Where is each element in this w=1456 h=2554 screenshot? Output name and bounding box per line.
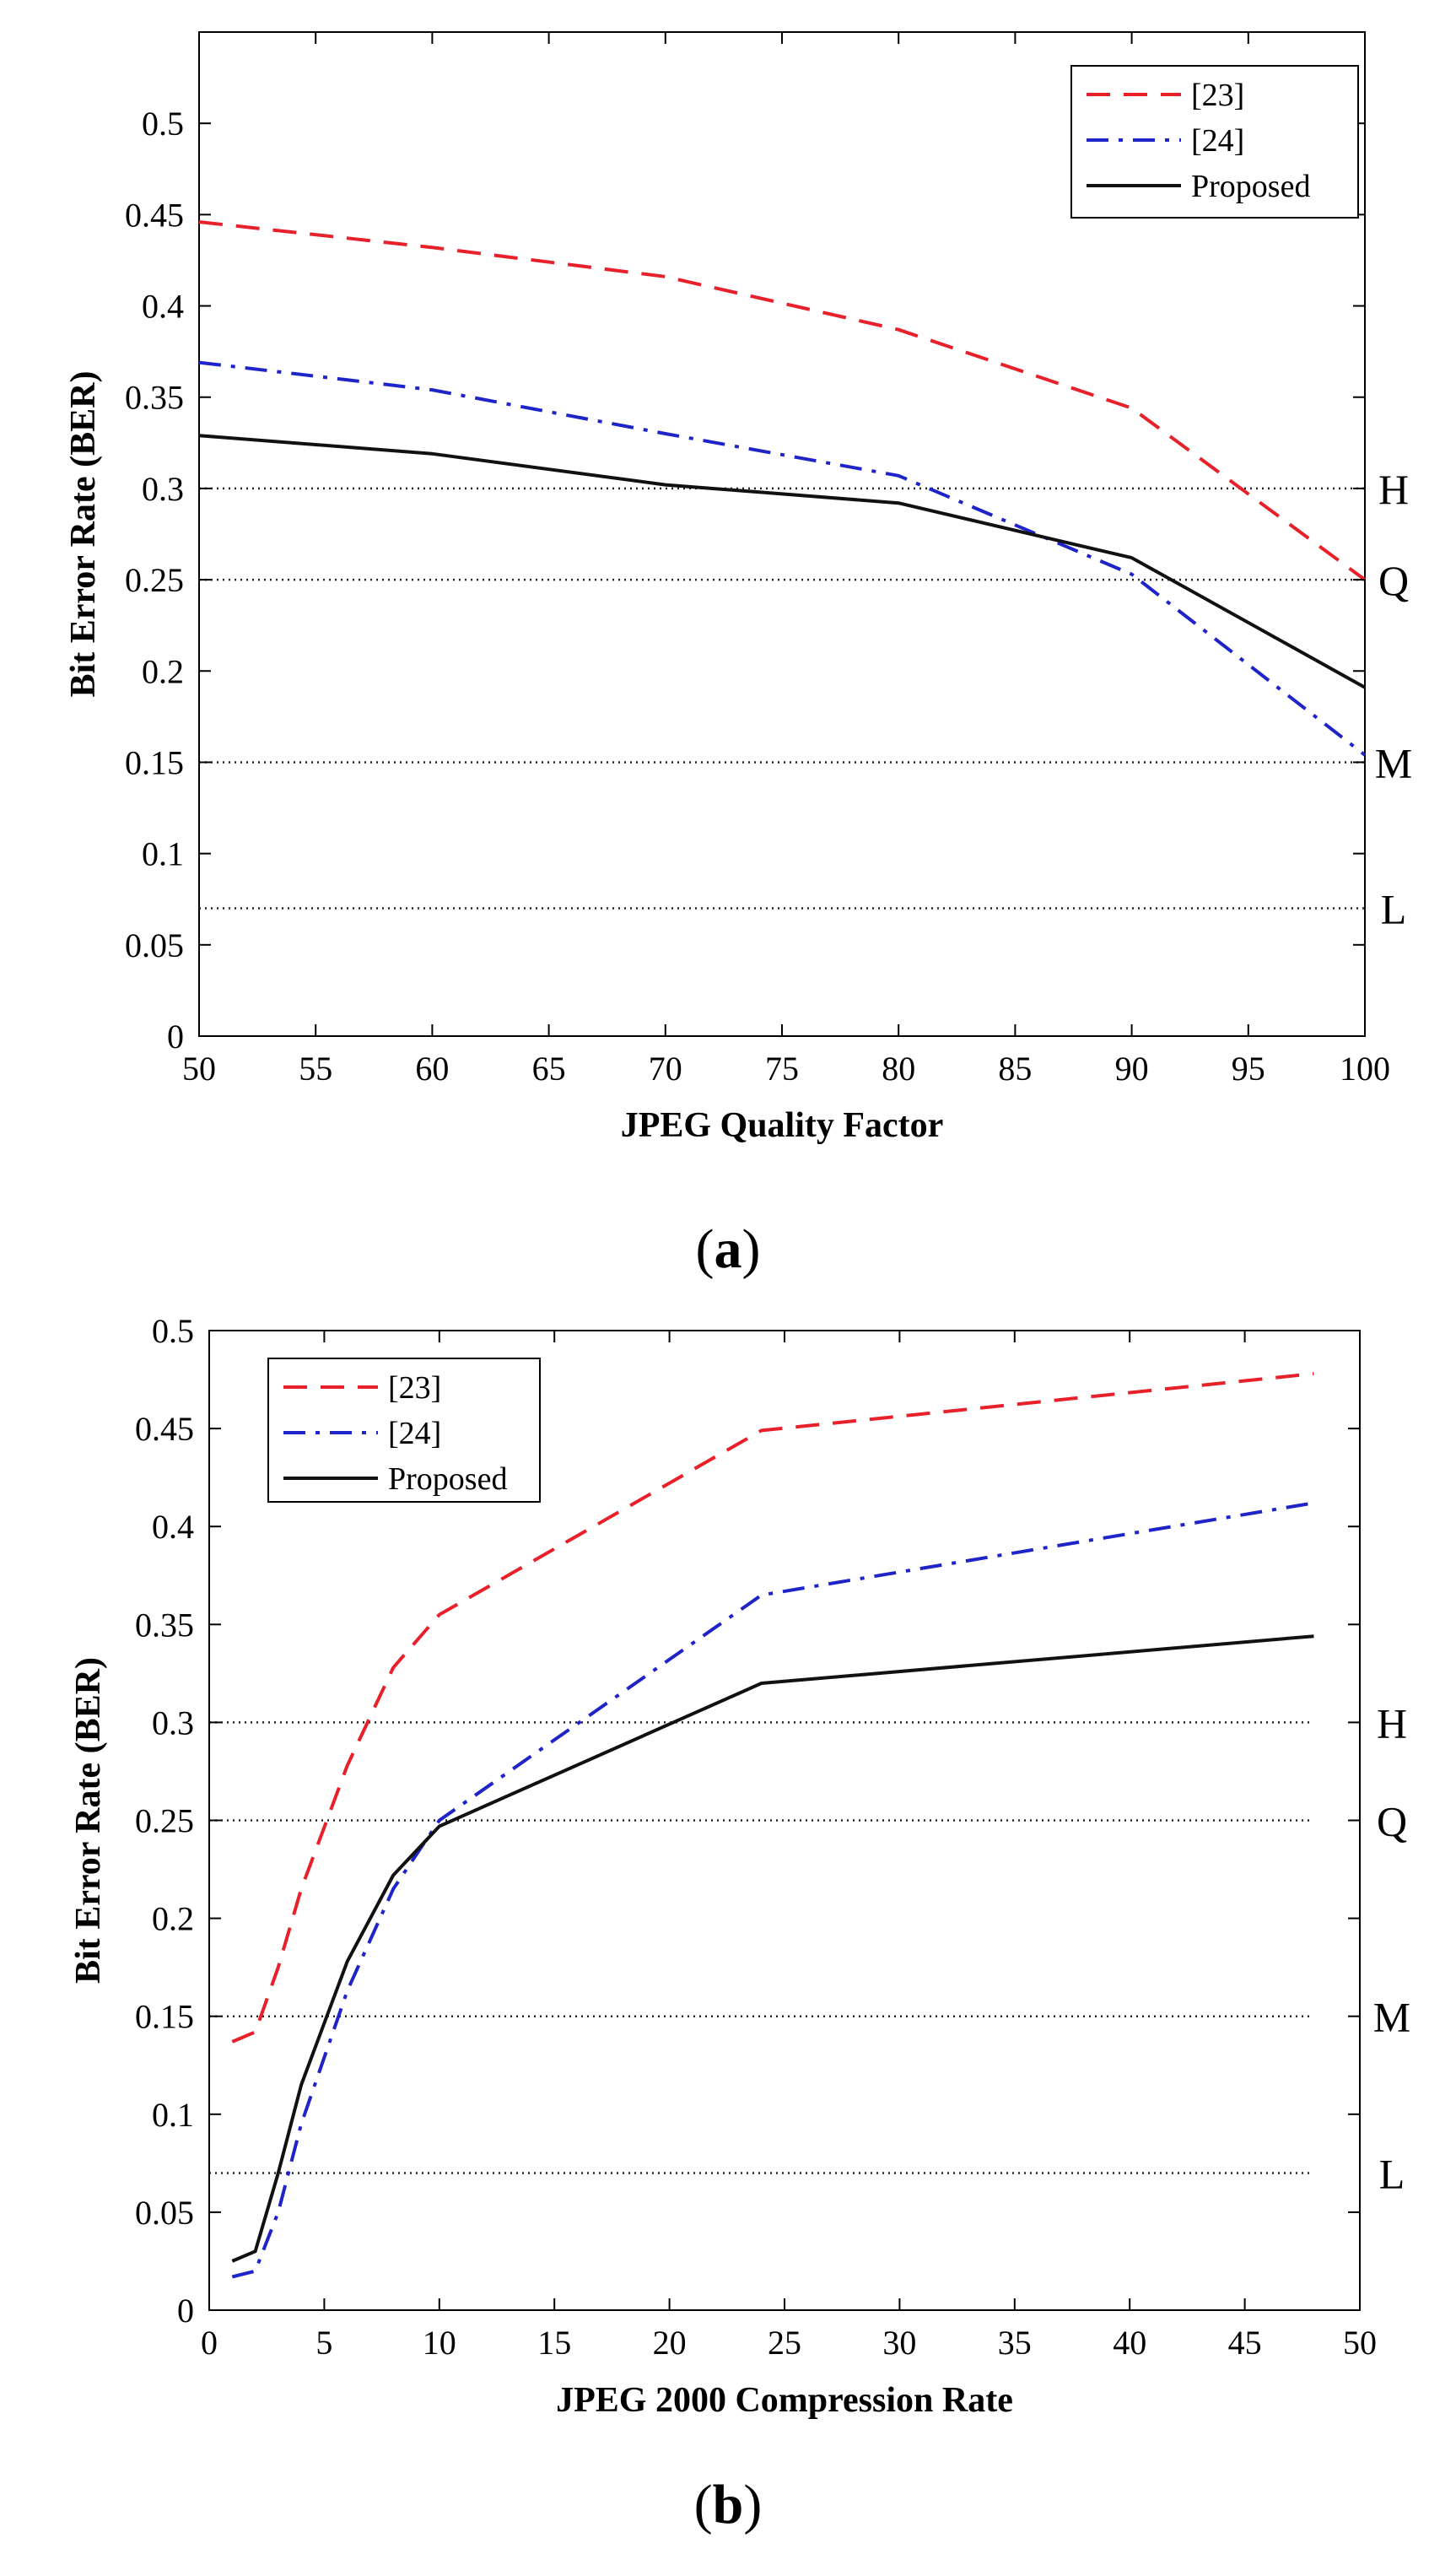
chart-a-y-tick-label: 0.3 — [142, 470, 184, 508]
chart-b-y-tick-label: 0.45 — [135, 1410, 194, 1448]
chart-b-panel-label: (b) — [694, 2474, 763, 2535]
chart-b-reference-label-m: M — [1373, 1994, 1410, 2041]
chart-a-reference-lines: HQ M L — [199, 466, 1412, 933]
chart-a-reference-label-q: Q — [1378, 557, 1409, 604]
chart-a-x-tick-label: 100 — [1340, 1050, 1390, 1088]
chart-a-y-tick-label: 0 — [167, 1018, 184, 1056]
chart-b-reference-label-h: H — [1377, 1699, 1407, 1747]
chart-b-y-ticks: 0 0.05 0.1 0.15 0.2 0.25 0.3 0.35 0.4 0.45 0.5 — [135, 1312, 1360, 2330]
chart-b-x-tick-label: 15 — [537, 2324, 571, 2362]
chart-b-legend-label-23: [23] — [388, 1370, 441, 1406]
chart-a-y-tick-label: 0.25 — [125, 561, 184, 599]
chart-a-series-line-proposed — [198, 434, 1366, 689]
chart-b-y-tick-label: 0.1 — [152, 2096, 194, 2134]
chart-a-panel-label: (a) — [696, 1218, 761, 1280]
chart-a-y-tick-label: 0.15 — [125, 743, 184, 781]
chart-b-x-tick-label: 50 — [1343, 2324, 1377, 2362]
chart-b-series-line-24 — [231, 1501, 1314, 2279]
chart-b-y-tick-label: 0 — [177, 2292, 194, 2330]
chart-b-series-group — [231, 1372, 1314, 2279]
chart-a-panel-letter: a — [715, 1218, 742, 1280]
chart-a-series-line-23 — [198, 220, 1367, 581]
chart-a-x-tick-label: 95 — [1232, 1050, 1265, 1088]
chart-a-legend-label-23: [23] — [1191, 78, 1244, 113]
chart-a-x-ticks: 50 55 60 65 70 75 80 85 90 95 100 — [182, 32, 1390, 1088]
chart-a-x-tick-label: 50 — [182, 1050, 216, 1088]
chart-b-reference-label-l: L — [1379, 2150, 1405, 2197]
chart-a-reference-label-h: H — [1378, 466, 1409, 513]
chart-b-y-tick-label: 0.5 — [152, 1312, 194, 1350]
chart-a-x-tick-label: 85 — [998, 1050, 1032, 1088]
chart-a-y-axis-title: Bit Error Rate (BER) — [64, 371, 103, 698]
chart-b-y-tick-label: 0.15 — [135, 1998, 194, 2036]
chart-a-x-tick-label: 75 — [765, 1050, 799, 1088]
chart-a-series-group — [198, 220, 1367, 757]
chart-a-reference-label-m: M — [1375, 739, 1412, 786]
chart-b-x-tick-label: 0 — [201, 2324, 218, 2362]
chart-b-x-tick-label: 20 — [653, 2324, 687, 2362]
chart-a-x-tick-label: 70 — [649, 1050, 682, 1088]
chart-b-y-tick-label: 0.2 — [152, 1900, 194, 1938]
chart-a-y-tick-label: 0.1 — [142, 835, 184, 873]
chart-b-x-tick-label: 25 — [768, 2324, 801, 2362]
chart-b-legend-label-proposed: Proposed — [388, 1461, 507, 1497]
chart-a-x-tick-label: 65 — [532, 1050, 566, 1088]
chart-a-y-tick-label: 0.45 — [125, 196, 184, 234]
chart-a-y-tick-label: 0.5 — [142, 105, 184, 143]
chart-a-y-tick-label: 0.05 — [125, 926, 184, 964]
chart-b-y-axis-title: Bit Error Rate (BER) — [69, 1657, 108, 1984]
chart-b-x-tick-label: 40 — [1113, 2324, 1146, 2362]
chart-a-y-tick-label: 0.2 — [142, 652, 184, 690]
chart-b-x-tick-label: 35 — [998, 2324, 1032, 2362]
chart-a-x-tick-label: 55 — [299, 1050, 332, 1088]
chart-a-x-axis-title: JPEG Quality Factor — [621, 1106, 944, 1145]
chart-a-legend: [23] [24] Proposed — [1070, 65, 1359, 219]
chart-b-x-ticks: 0 5 10 15 20 25 30 35 40 45 50 — [201, 1331, 1377, 2362]
chart-b-series-line-proposed — [231, 1634, 1314, 2263]
chart-b-x-tick-label: 45 — [1228, 2324, 1262, 2362]
chart-b-reference-label-q: Q — [1377, 1798, 1407, 1845]
chart-a-legend-label-proposed: Proposed — [1191, 169, 1310, 204]
chart-b-x-axis-title: JPEG 2000 Compression Rate — [556, 2381, 1013, 2420]
chart-b-x-tick-label: 30 — [882, 2324, 916, 2362]
chart-b-x-tick-label: 10 — [423, 2324, 456, 2362]
chart-b: H Q M L 0 5 10 15 20 25 30 35 40 45 50 0 0.05 0.1 0.15 0.… — [69, 1312, 1410, 2535]
chart-b-legend-label-24: [24] — [388, 1416, 441, 1451]
chart-a-series-line-24 — [198, 360, 1367, 757]
chart-b-y-tick-label: 0.05 — [135, 2194, 194, 2232]
chart-a-y-tick-label: 0.35 — [125, 379, 184, 417]
chart-b-y-tick-label: 0.35 — [135, 1606, 194, 1644]
chart-a-legend-label-24: [24] — [1191, 123, 1244, 159]
chart-b-y-tick-label: 0.4 — [152, 1508, 194, 1546]
chart-b-panel-letter: b — [713, 2474, 744, 2535]
chart-a-x-tick-label: 80 — [882, 1050, 915, 1088]
chart-a-reference-label-l: L — [1381, 886, 1407, 933]
chart-b-reference-lines: H Q M L — [209, 1699, 1410, 2197]
chart-b-y-tick-label: 0.25 — [135, 1802, 194, 1840]
chart-a-y-tick-label: 0.4 — [142, 288, 184, 326]
chart-b-series-line-23 — [231, 1372, 1314, 2044]
chart-b-x-tick-label: 5 — [315, 2324, 332, 2362]
chart-a-x-tick-label: 60 — [415, 1050, 449, 1088]
chart-b-y-tick-label: 0.3 — [152, 1704, 194, 1741]
chart-a-x-tick-label: 90 — [1115, 1050, 1149, 1088]
chart-a: HQ M L 50 55 60 65 70 75 80 85 90 95 100 0 0.05 0.1 0.1… — [64, 31, 1412, 1280]
chart-b-legend: [23] [24] Proposed — [267, 1358, 541, 1503]
